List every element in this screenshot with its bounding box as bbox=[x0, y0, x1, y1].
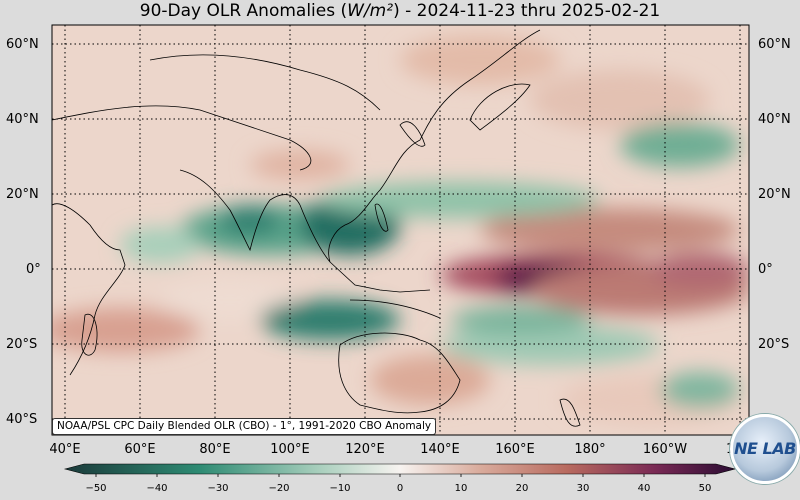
colorbar-tick-label: 40 bbox=[637, 483, 651, 494]
colorbar-tick-label: −40 bbox=[146, 483, 168, 494]
lon-label: 160°W bbox=[642, 442, 688, 457]
colorbar-tick-label: −10 bbox=[329, 483, 351, 494]
map-title: 90-Day OLR Anomalies (W/m²) - 2024-11-23… bbox=[0, 0, 800, 22]
colorbar-tick-label: −50 bbox=[85, 483, 107, 494]
lat-label-left: 0° bbox=[26, 262, 41, 277]
lat-label-right: 60°N bbox=[758, 37, 791, 52]
colorbar-tick-label: 0 bbox=[396, 483, 404, 494]
colorbar-tick-label: 50 bbox=[698, 483, 712, 494]
lat-label-left: 40°S bbox=[6, 412, 38, 427]
lat-label-right: 20°N bbox=[758, 187, 791, 202]
lat-label-right: 0° bbox=[758, 262, 773, 277]
lon-label: 40°E bbox=[49, 442, 81, 457]
lon-label: 140°E bbox=[420, 442, 460, 457]
lat-label-left: 40°N bbox=[6, 112, 39, 127]
title-unit: W/m² bbox=[347, 1, 394, 21]
coastlines bbox=[52, 29, 581, 427]
lat-label-right: 20°S bbox=[758, 337, 790, 352]
colorbar-tick-label: 20 bbox=[515, 483, 529, 494]
lon-label: 100°E bbox=[270, 442, 310, 457]
lat-label-left: 60°N bbox=[6, 37, 39, 52]
lat-label-left: 20°N bbox=[6, 187, 39, 202]
anomaly-field bbox=[52, 25, 749, 435]
colorbar-tick-label: −20 bbox=[268, 483, 290, 494]
lat-label-left: 20°S bbox=[6, 337, 38, 352]
data-source-caption: NOAA/PSL CPC Daily Blended OLR (CBO) - 1… bbox=[52, 418, 437, 435]
lon-label: 80°E bbox=[199, 442, 231, 457]
lon-label: 120°E bbox=[345, 442, 385, 457]
lon-label: 180° bbox=[574, 442, 606, 457]
map-frame bbox=[51, 24, 750, 436]
lon-label: 160°E bbox=[495, 442, 535, 457]
title-text: 90-Day OLR Anomalies ( bbox=[139, 1, 348, 21]
logo-text: NE LAB bbox=[734, 439, 796, 458]
nelab-logo: NE LAB bbox=[730, 414, 800, 484]
colorbar-tick-label: −30 bbox=[207, 483, 229, 494]
colorbar-tick-label: 30 bbox=[576, 483, 590, 494]
title-date-range: ) - 2024-11-23 thru 2025-02-21 bbox=[393, 1, 661, 21]
lat-label-right: 40°N bbox=[758, 112, 791, 127]
lon-label: 60°E bbox=[124, 442, 156, 457]
gridlines bbox=[52, 25, 749, 435]
colorbar-tick-label: 10 bbox=[454, 483, 468, 494]
